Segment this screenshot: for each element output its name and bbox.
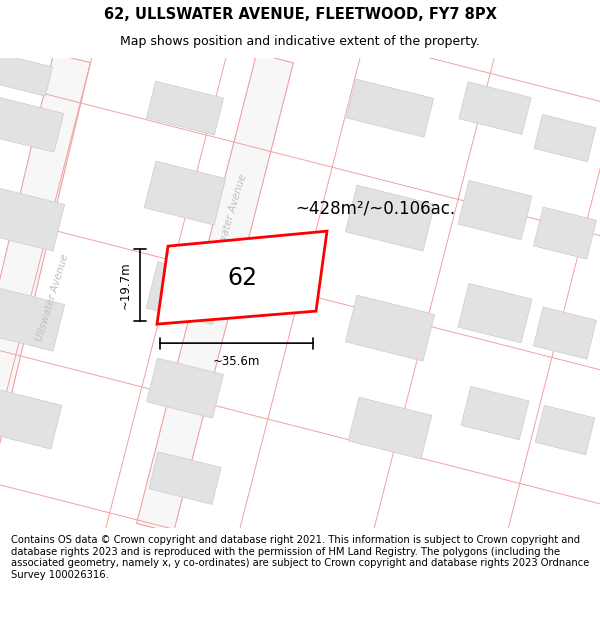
Polygon shape — [458, 283, 532, 343]
Text: 62: 62 — [227, 266, 257, 290]
Text: Ullswater Avenue: Ullswater Avenue — [34, 253, 70, 343]
Polygon shape — [146, 262, 224, 324]
Polygon shape — [533, 207, 596, 259]
Text: ~35.6m: ~35.6m — [213, 355, 260, 368]
Polygon shape — [535, 406, 595, 455]
Text: Ullswater Avenue: Ullswater Avenue — [212, 173, 248, 263]
Polygon shape — [149, 452, 221, 504]
Polygon shape — [0, 185, 65, 251]
Polygon shape — [459, 82, 531, 134]
Polygon shape — [137, 53, 293, 533]
Polygon shape — [157, 231, 327, 324]
Polygon shape — [0, 285, 65, 351]
Polygon shape — [0, 50, 53, 96]
Polygon shape — [461, 386, 529, 440]
Polygon shape — [0, 388, 62, 449]
Text: 62, ULLSWATER AVENUE, FLEETWOOD, FY7 8PX: 62, ULLSWATER AVENUE, FLEETWOOD, FY7 8PX — [104, 8, 496, 22]
Text: Map shows position and indicative extent of the property.: Map shows position and indicative extent… — [120, 35, 480, 48]
Polygon shape — [533, 307, 596, 359]
Text: ~19.7m: ~19.7m — [119, 261, 132, 309]
Polygon shape — [346, 295, 434, 361]
Text: ~428m²/~0.106ac.: ~428m²/~0.106ac. — [295, 199, 455, 217]
Polygon shape — [458, 181, 532, 240]
Polygon shape — [0, 54, 91, 532]
Polygon shape — [346, 185, 434, 251]
Polygon shape — [346, 79, 434, 138]
Polygon shape — [0, 94, 64, 152]
Text: Contains OS data © Crown copyright and database right 2021. This information is : Contains OS data © Crown copyright and d… — [11, 535, 589, 580]
Polygon shape — [146, 358, 223, 418]
Polygon shape — [534, 114, 596, 162]
Polygon shape — [348, 398, 432, 459]
Polygon shape — [146, 81, 224, 135]
Polygon shape — [144, 161, 226, 225]
